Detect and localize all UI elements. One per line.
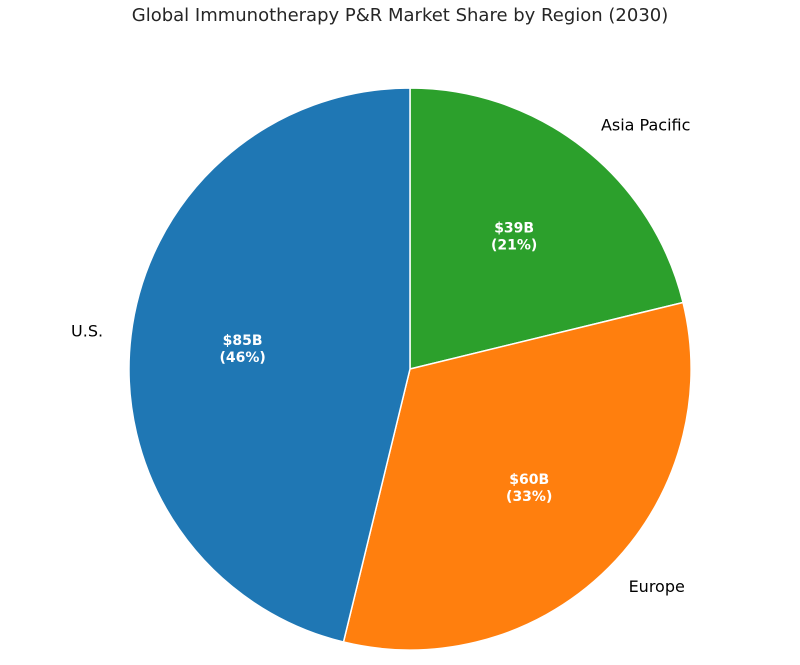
slice-label-asia-pacific: Asia Pacific <box>601 115 690 134</box>
pie-labels: Asia Pacific $39B(21%) Europe $60B(33%) U.S.… <box>71 115 690 596</box>
pie-slice-asia-pacific <box>409 87 684 370</box>
slice-percent-label-europe: (33%) <box>506 489 552 505</box>
slice-percent-label-u-s: (46%) <box>219 350 265 366</box>
pie-slice-u-s <box>128 87 411 643</box>
slice-label-europe: Europe <box>629 577 685 596</box>
chart-title: Global Immunotherapy P&R Market Share by… <box>131 5 669 26</box>
pie-slice-europe <box>342 301 692 651</box>
slice-percent-label-asia-pacific: (21%) <box>491 237 537 253</box>
pie-slices <box>128 87 692 651</box>
slice-value-label-asia-pacific: $39B <box>494 220 534 236</box>
slice-label-u-s: U.S. <box>71 322 103 341</box>
slice-value-label-u-s: $85B <box>223 333 263 349</box>
slice-value-label-europe: $60B <box>509 472 549 488</box>
